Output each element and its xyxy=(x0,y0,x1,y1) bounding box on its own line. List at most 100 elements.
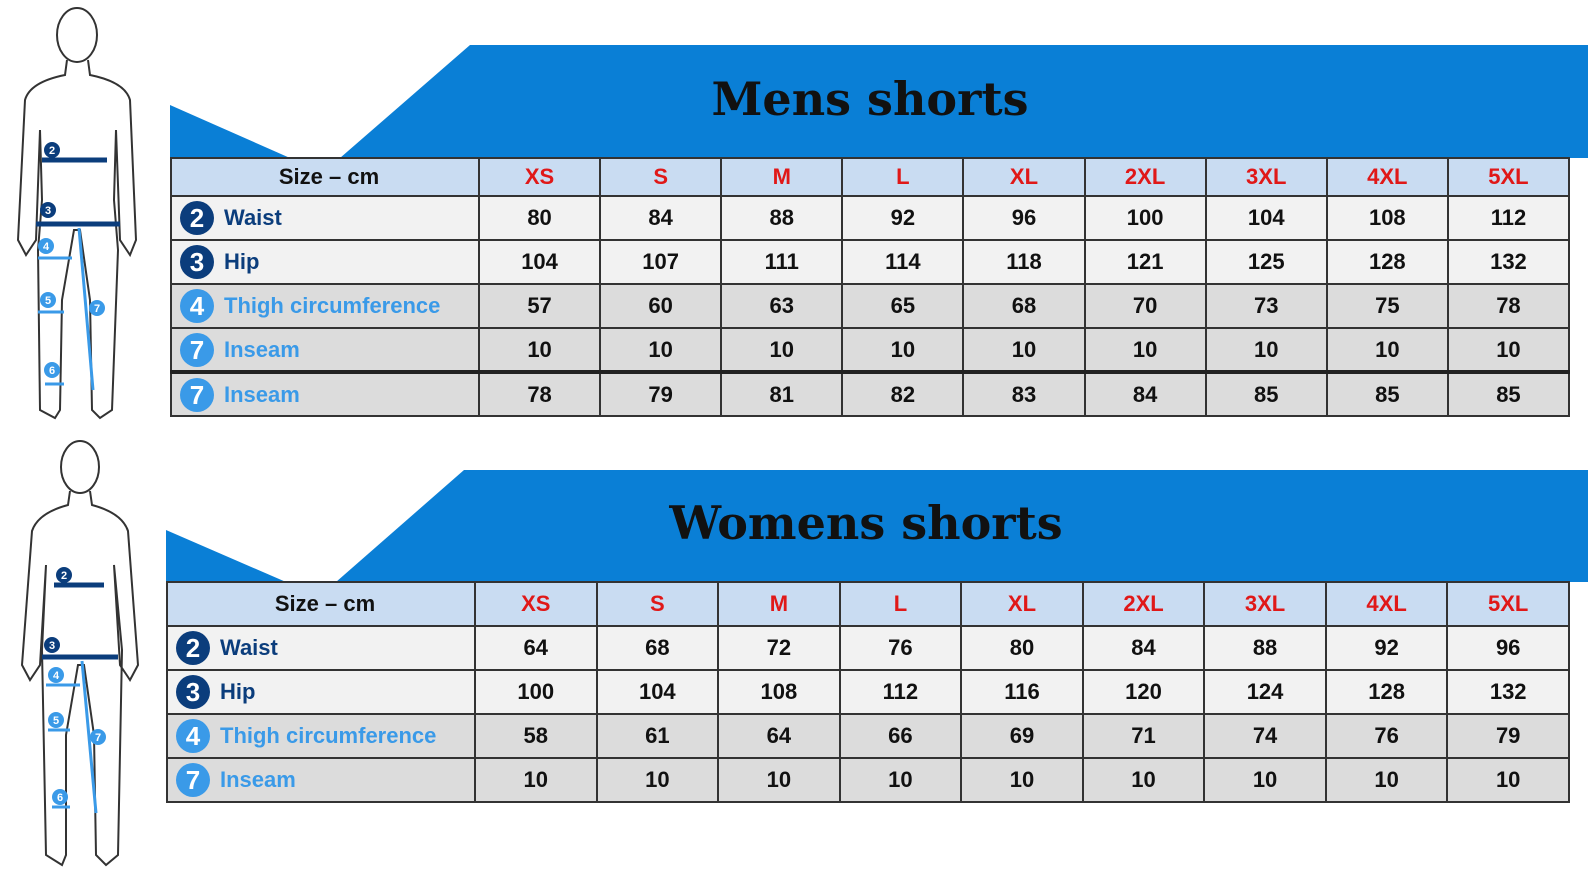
value-cell: 84 xyxy=(599,195,723,241)
size-s: S xyxy=(595,581,720,627)
value-cell: 10 xyxy=(717,757,841,803)
value-cell: 76 xyxy=(1324,713,1449,759)
value-cell: 96 xyxy=(962,195,1086,241)
value-cell: 10 xyxy=(1204,327,1328,373)
marker-4: 4 xyxy=(43,241,50,253)
value-cell: 57 xyxy=(477,283,602,329)
measurement-number-badge: 7 xyxy=(176,763,210,797)
value-cell: 10 xyxy=(1083,327,1207,373)
mens-size-table: Size – cm XS S M L XL 2XL 3XL 4XL 5XL 2 Waist 80 84 88… xyxy=(170,157,1571,417)
value-cell: 10 xyxy=(960,757,1084,803)
value-cell: 116 xyxy=(960,669,1084,715)
measurement-label: 2 Waist xyxy=(170,195,480,241)
value-cell: 124 xyxy=(1203,669,1327,715)
value-cell: 78 xyxy=(477,370,602,417)
measurement-name: Inseam xyxy=(220,767,296,792)
value-cell: 10 xyxy=(1081,757,1206,803)
measurement-label: 3 Hip xyxy=(170,239,480,285)
measurement-name: Inseam xyxy=(224,336,300,362)
row-thigh-circumference: 4 Thigh circumference 57 60 63 65 68 70 73 75 78 xyxy=(170,283,1571,329)
measurement-number-badge: 7 xyxy=(180,332,214,367)
value-cell: 85 xyxy=(1204,370,1328,417)
row-thigh-circumference: 4 Thigh circumference 58 61 64 66 69 71 74 76 79 xyxy=(166,713,1570,759)
value-cell: 81 xyxy=(720,370,844,417)
value-cell: 10 xyxy=(474,757,598,803)
measurement-name: Thigh circumference xyxy=(220,723,437,748)
value-cell: 72 xyxy=(717,625,841,671)
measurement-number-badge: 2 xyxy=(176,631,210,665)
row-waist: 2 Waist 80 84 88 92 96 100 104 108 112 xyxy=(170,195,1571,241)
measurement-label: 7 Inseam xyxy=(170,327,480,373)
value-cell: 104 xyxy=(595,669,720,715)
value-cell: 100 xyxy=(1083,195,1207,241)
size-2xl: 2XL xyxy=(1083,157,1207,197)
marker-5: 5 xyxy=(53,715,59,727)
value-cell: 10 xyxy=(720,327,844,373)
value-cell: 112 xyxy=(838,669,963,715)
value-cell: 92 xyxy=(1324,625,1449,671)
value-cell: 76 xyxy=(838,625,963,671)
size-xs: XS xyxy=(477,157,602,197)
size-2xl: 2XL xyxy=(1081,581,1206,627)
value-cell: 58 xyxy=(474,713,598,759)
measurement-number-badge: 3 xyxy=(180,245,214,279)
measurement-label: 4 Thigh circumference xyxy=(166,713,476,759)
size-l: L xyxy=(841,157,965,197)
size-5xl: 5XL xyxy=(1446,157,1571,197)
size-xl: XL xyxy=(960,581,1084,627)
size-header-row: Size – cm XS S M L XL 2XL 3XL 4XL 5XL xyxy=(170,157,1571,197)
size-s: S xyxy=(599,157,723,197)
value-cell: 92 xyxy=(841,195,965,241)
value-cell: 85 xyxy=(1446,370,1571,417)
value-cell: 121 xyxy=(1083,239,1207,285)
value-cell: 120 xyxy=(1081,669,1206,715)
value-cell: 118 xyxy=(962,239,1086,285)
value-cell: 75 xyxy=(1325,283,1449,329)
size-3xl: 3XL xyxy=(1203,581,1327,627)
value-cell: 10 xyxy=(477,327,602,373)
value-cell: 10 xyxy=(599,327,723,373)
value-cell: 88 xyxy=(1203,625,1327,671)
value-cell: 10 xyxy=(1324,757,1449,803)
value-cell: 128 xyxy=(1325,239,1449,285)
mens-banner xyxy=(170,45,1588,158)
size-5xl: 5XL xyxy=(1446,581,1570,627)
value-cell: 65 xyxy=(841,283,965,329)
value-cell: 114 xyxy=(841,239,965,285)
marker-2: 2 xyxy=(61,570,67,582)
value-cell: 68 xyxy=(962,283,1086,329)
size-m: M xyxy=(720,157,844,197)
value-cell: 61 xyxy=(595,713,720,759)
measurement-name: Hip xyxy=(220,679,256,704)
value-cell: 107 xyxy=(599,239,723,285)
measurement-name: Waist xyxy=(220,635,278,660)
value-cell: 64 xyxy=(717,713,841,759)
size-xl: XL xyxy=(962,157,1086,197)
value-cell: 84 xyxy=(1081,625,1206,671)
measurement-label: 7 Inseam xyxy=(170,370,480,417)
male-body-measurement-diagram: 2 3 4 5 6 7 xyxy=(16,7,138,420)
value-cell: 10 xyxy=(841,327,965,373)
value-cell: 132 xyxy=(1446,239,1571,285)
mens-title: Mens shorts xyxy=(711,72,1029,126)
value-cell: 74 xyxy=(1203,713,1327,759)
measurement-label: 3 Hip xyxy=(166,669,476,715)
marker-6: 6 xyxy=(57,792,63,804)
value-cell: 79 xyxy=(1446,713,1570,759)
value-cell: 104 xyxy=(1204,195,1328,241)
value-cell: 10 xyxy=(962,327,1086,373)
value-cell: 10 xyxy=(1325,327,1449,373)
marker-5: 5 xyxy=(45,295,51,307)
size-xs: XS xyxy=(474,581,598,627)
value-cell: 80 xyxy=(477,195,602,241)
marker-3: 3 xyxy=(49,640,55,652)
value-cell: 128 xyxy=(1324,669,1449,715)
value-cell: 84 xyxy=(1083,370,1207,417)
measurement-number-badge: 7 xyxy=(180,377,214,412)
row-hip: 3 Hip 104 107 111 114 118 121 125 128 132 xyxy=(170,239,1571,285)
value-cell: 64 xyxy=(474,625,598,671)
measurement-number-badge: 4 xyxy=(180,289,214,323)
measurement-name: Waist xyxy=(224,205,282,230)
measurement-number-badge: 4 xyxy=(176,719,210,753)
value-cell: 80 xyxy=(960,625,1084,671)
